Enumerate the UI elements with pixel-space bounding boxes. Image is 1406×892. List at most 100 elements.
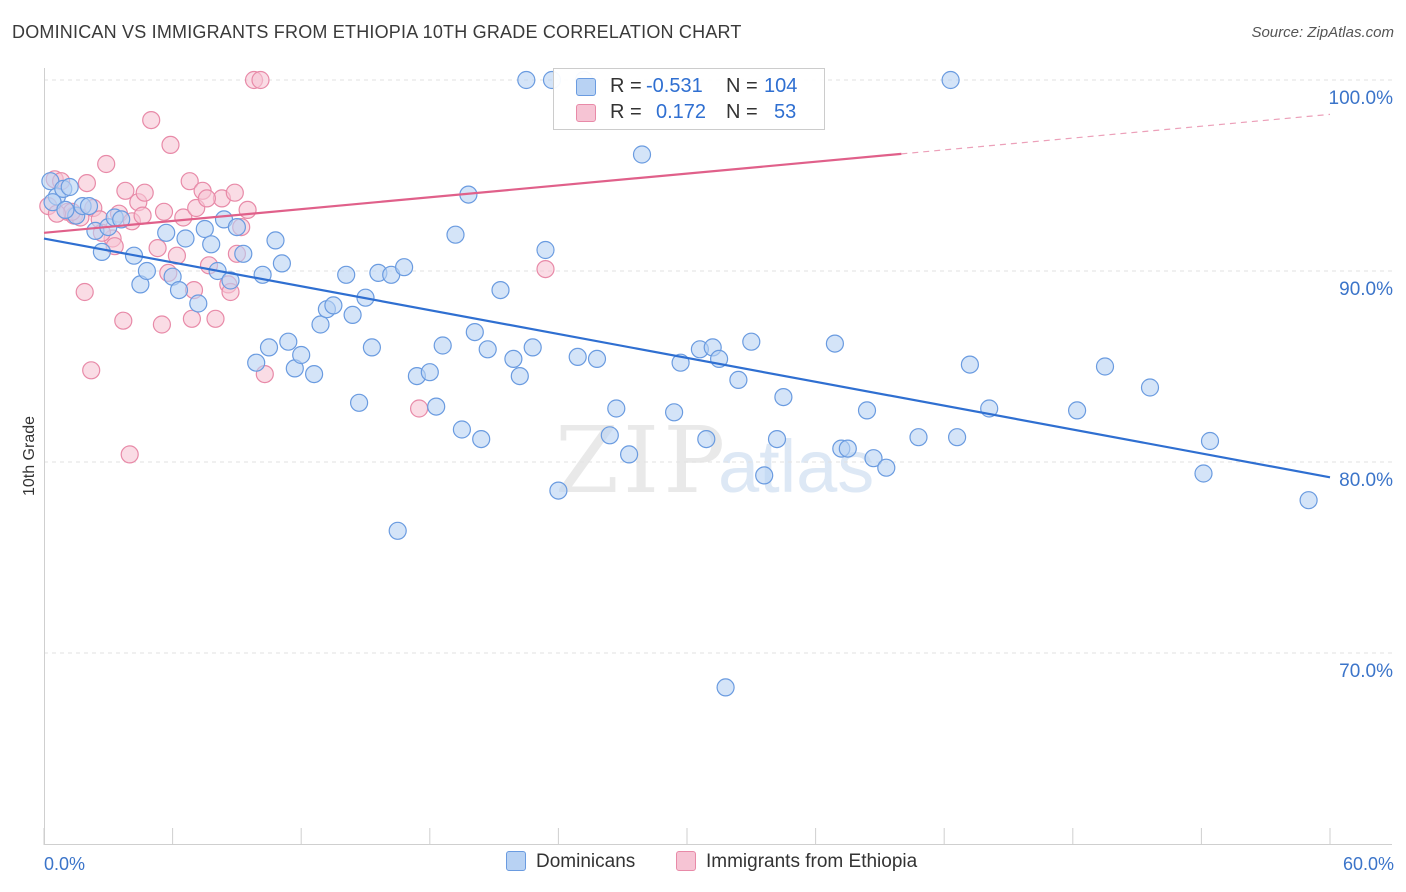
series-dominicans-points (41, 70, 1318, 697)
legend-n-value: 104 (764, 75, 798, 97)
dominicans-point (350, 393, 369, 412)
dominicans-point (1140, 378, 1160, 397)
dominicans-point (56, 200, 75, 219)
watermark: ZIP atlas (555, 407, 874, 514)
ethiopia-point (152, 315, 171, 334)
dominicans-point (227, 218, 246, 237)
legend-n-label: N = (726, 75, 758, 97)
dominicans-point (1200, 431, 1220, 451)
dominicans-point (607, 399, 626, 418)
ethiopia-point (154, 202, 174, 221)
dominicans-point (195, 219, 214, 239)
legend-swatch-blue (576, 78, 596, 96)
dominicans-point (452, 420, 471, 439)
dominicans-point (909, 428, 928, 447)
bottom-swatch-pink (676, 851, 696, 871)
dominicans-point (60, 177, 79, 197)
source-credit: Source: ZipAtlas.com (1251, 24, 1394, 41)
dominicans-point (664, 403, 684, 422)
dominicans-point (523, 338, 542, 357)
y-tick-label-90: 90.0% (1339, 279, 1393, 300)
ethiopia-trend-line (43, 152, 902, 234)
dominicans-point (324, 296, 343, 315)
legend-r-value: 0.172 (656, 101, 707, 123)
dominicans-point (343, 305, 362, 324)
dominicans-point (433, 336, 452, 355)
dominicans-point (202, 235, 221, 254)
dominicans-point (311, 315, 330, 334)
legend-r-value: -0.531 (646, 75, 703, 97)
dominicans-point (92, 242, 112, 261)
dominicans-point (774, 388, 793, 407)
watermark-zip: ZIP (555, 407, 729, 514)
dominicans-point (504, 349, 523, 368)
dominicans-point (941, 70, 960, 90)
dominicans-point (510, 367, 529, 386)
chart-title: DOMINICAN VS IMMIGRANTS FROM ETHIOPIA 10… (12, 22, 742, 42)
y-tick-labels: 70.0% 80.0% 90.0% 100.0% (1329, 88, 1394, 682)
ethiopia-point (75, 282, 94, 302)
x-ticks (43, 828, 1331, 845)
dominicans-point (587, 349, 607, 368)
dominicans-point (697, 430, 716, 449)
trend-lines (43, 113, 1331, 479)
ethiopia-point (114, 311, 133, 330)
dominicans-point (247, 353, 266, 372)
dominicans-point (305, 365, 324, 384)
dominicans-point (169, 281, 189, 300)
dominicans-point (716, 678, 735, 697)
ethiopia-point (77, 174, 97, 193)
dominicans-point (600, 426, 619, 445)
legend-n-label: N = (726, 101, 758, 123)
ethiopia-point (225, 183, 244, 202)
series-ethiopia-points (39, 70, 555, 464)
dominicans-point (337, 265, 356, 284)
bottom-legend-label: Dominicans (536, 851, 636, 872)
bottom-legend-dominicans: Dominicans (506, 851, 635, 873)
dominicans-point (568, 347, 587, 366)
ethiopia-point (182, 309, 201, 328)
dominicans-point (960, 355, 980, 374)
dominicans-point (112, 210, 131, 229)
dominicans-point (176, 229, 195, 248)
ethiopia-point (180, 172, 199, 191)
ethiopia-point (536, 260, 555, 279)
ethiopia-point (206, 309, 225, 328)
dominicans-point (388, 521, 407, 540)
ethiopia-point (148, 239, 167, 258)
dominicans-point (427, 397, 446, 416)
dominicans-point (1067, 401, 1087, 420)
dominicans-point (465, 323, 484, 342)
dominicans-point (877, 458, 896, 477)
dominicans-point (549, 481, 568, 500)
dominicans-point (825, 334, 845, 353)
ethiopia-point (135, 183, 154, 202)
dominicans-point (420, 363, 439, 382)
dominicans-point (632, 145, 652, 164)
dominicans-point (472, 430, 491, 449)
ethiopia-point (197, 189, 216, 208)
ethiopia-point (142, 110, 161, 130)
legend-r-label: R = (610, 75, 642, 97)
ethiopia-point (116, 181, 135, 200)
y-tick-label-100: 100.0% (1329, 88, 1394, 109)
ethiopia-trend-line-extension (901, 113, 1331, 155)
dominicans-point (272, 254, 291, 273)
dominicans-point (517, 70, 536, 90)
ethiopia-point (238, 200, 257, 219)
dominicans-point (157, 223, 176, 242)
dominicans-point (259, 338, 279, 357)
x-tick-label-max: 60.0% (1343, 854, 1394, 874)
dominicans-point (189, 294, 208, 313)
ethiopia-point (410, 399, 429, 418)
axes (44, 68, 1392, 845)
bottom-legend-label: Immigrants from Ethiopia (706, 851, 918, 872)
dominicans-point (137, 261, 156, 281)
dominicans-point (755, 466, 774, 485)
dominicans-point (362, 338, 381, 357)
watermark-atlas: atlas (718, 425, 874, 508)
dominicans-point (1299, 491, 1318, 510)
dominicans-point (446, 225, 465, 244)
dominicans-point (234, 244, 253, 263)
